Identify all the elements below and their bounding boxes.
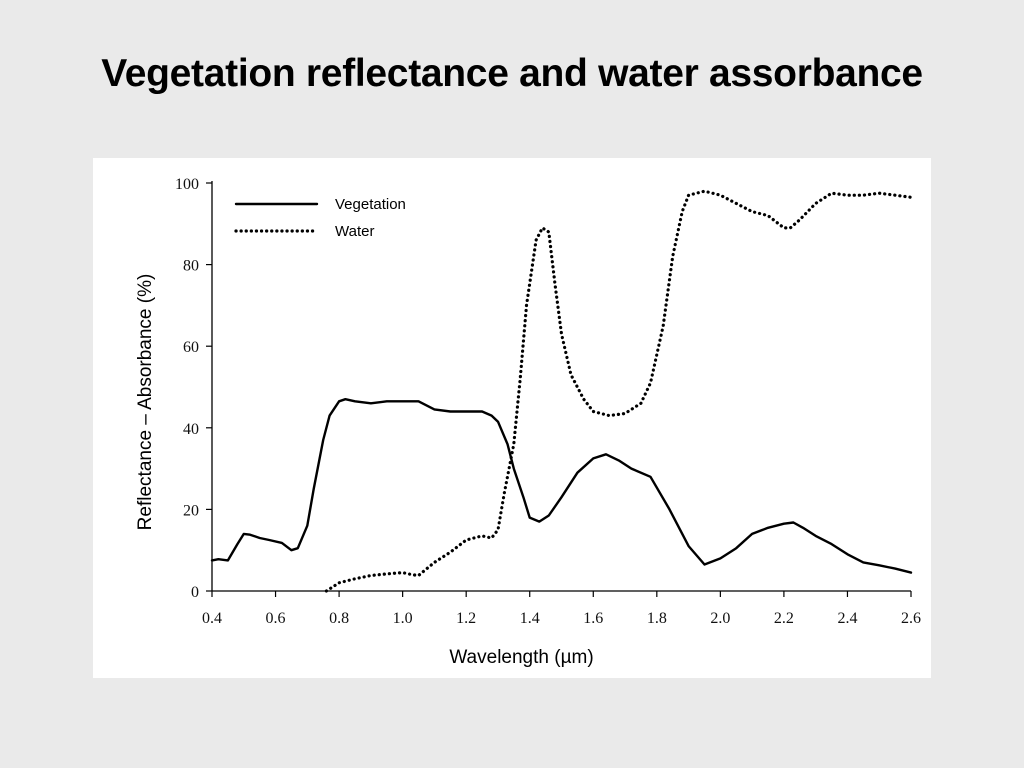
series-line-vegetation [210, 397, 913, 574]
chart-series [210, 189, 913, 593]
series-line-water [324, 189, 913, 593]
reflectance-absorbance-chart: 0.4 0.6 0.8 1.0 1.2 1.4 1.6 1.8 2.0 2.2 2.4 2.6 0 20 4… [135, 176, 921, 668]
legend-label-vegetation: Vegetation [335, 196, 406, 213]
x-tick-label: 2.6 [901, 610, 921, 627]
chart-ticks: 0.4 0.6 0.8 1.0 1.2 1.4 1.6 1.8 2.0 2.2 2.4 2.6 0 20 4… [175, 176, 921, 627]
chart-panel: 0.4 0.6 0.8 1.0 1.2 1.4 1.6 1.8 2.0 2.2 2.4 2.6 0 20 4… [93, 158, 931, 678]
x-tick-label: 1.2 [456, 610, 476, 627]
x-tick-label: 1.0 [393, 610, 413, 627]
chart-legend: Vegetation Water [234, 196, 406, 240]
chart-axes [211, 181, 911, 592]
legend-label-water: Water [335, 223, 374, 240]
y-tick-label: 60 [183, 339, 199, 356]
x-tick-label: 1.4 [520, 610, 540, 627]
y-tick-label: 100 [175, 176, 199, 193]
x-tick-label: 1.6 [583, 610, 603, 627]
x-tick-label: 2.4 [837, 610, 857, 627]
slide-title: Vegetation reflectance and water assorba… [101, 52, 923, 95]
x-tick-label: 0.8 [329, 610, 349, 627]
y-tick-label: 0 [191, 584, 199, 601]
x-tick-label: 0.4 [202, 610, 222, 627]
x-tick-label: 0.6 [266, 610, 286, 627]
x-tick-label: 2.2 [774, 610, 794, 627]
x-tick-label: 1.8 [647, 610, 667, 627]
y-tick-label: 40 [183, 421, 199, 438]
y-axis-label: Reflectance – Absorbance (%) [135, 274, 156, 531]
y-tick-label: 80 [183, 258, 199, 275]
x-tick-label: 2.0 [710, 610, 730, 627]
y-tick-label: 20 [183, 502, 199, 519]
x-axis-label: Wavelength (µm) [449, 647, 593, 668]
